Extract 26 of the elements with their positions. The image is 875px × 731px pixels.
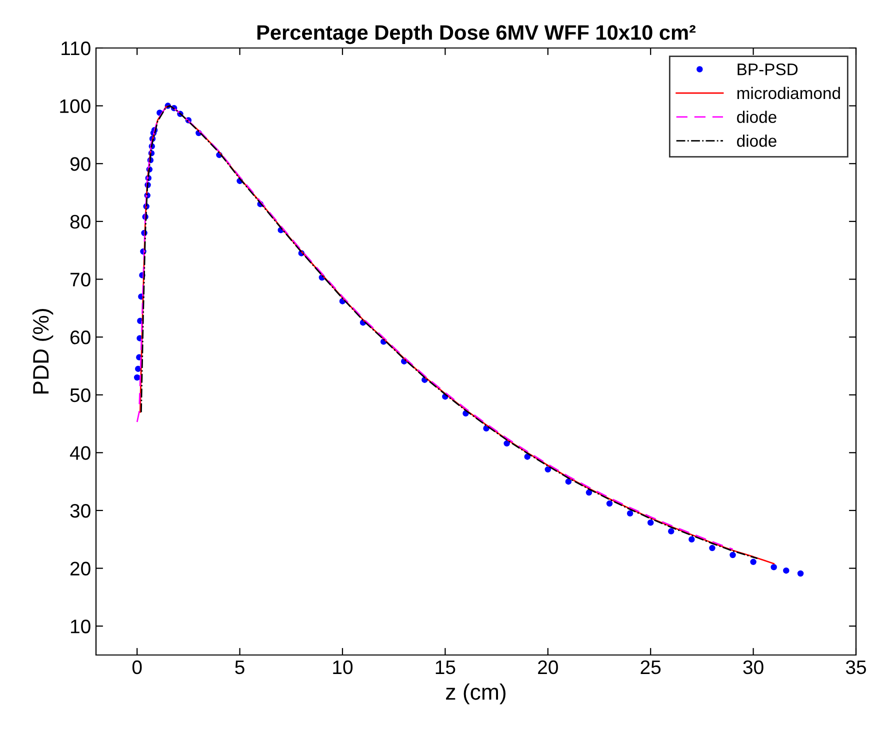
y-tick-label: 80 <box>70 214 90 229</box>
legend-label: diode <box>737 110 776 123</box>
x-tick-label: 25 <box>640 660 661 674</box>
x-tick-label: 35 <box>846 660 866 674</box>
y-tick-label: 40 <box>70 446 90 460</box>
legend-label: diode <box>737 134 776 147</box>
y-tick-label: 70 <box>70 272 90 286</box>
y-tick-label: 110 <box>62 41 90 56</box>
y-axis-title: PDD (%) <box>32 309 54 394</box>
legend-label: microdiamond <box>737 86 840 100</box>
chart-title: Percentage Depth Dose 6MV WFF 10x10 cm² <box>257 24 696 44</box>
x-axis-title: z (cm) <box>446 684 506 704</box>
y-tick-label: 10 <box>70 620 90 634</box>
x-tick-label: 5 <box>235 660 244 674</box>
y-tick-label: 60 <box>70 330 90 344</box>
y-tick-label: 50 <box>70 388 90 402</box>
legend-label: BP-PSD <box>738 63 798 76</box>
x-tick-label: 10 <box>333 660 353 674</box>
y-tick-label: 100 <box>60 99 90 114</box>
y-tick-label: 90 <box>70 157 90 171</box>
x-tick-label: 0 <box>132 660 142 674</box>
y-tick-label: 20 <box>70 562 90 576</box>
x-tick-label: 20 <box>538 660 558 674</box>
x-tick-label: 15 <box>436 660 456 674</box>
x-tick-label: 30 <box>743 660 764 674</box>
y-tick-label: 30 <box>70 504 90 518</box>
